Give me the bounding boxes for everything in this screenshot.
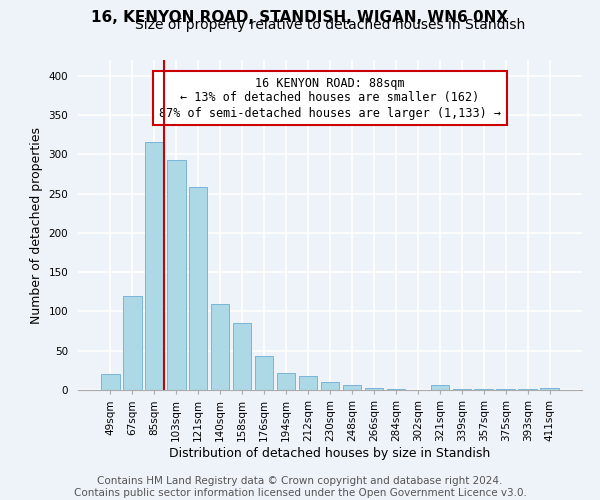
Bar: [255, 356, 274, 390]
Bar: [123, 296, 142, 390]
Bar: [541, 388, 559, 390]
Bar: [431, 384, 449, 390]
Bar: [475, 389, 493, 390]
Bar: [167, 160, 185, 390]
Bar: [518, 389, 537, 390]
Y-axis label: Number of detached properties: Number of detached properties: [30, 126, 43, 324]
Bar: [277, 372, 295, 390]
Bar: [496, 389, 515, 390]
Bar: [211, 304, 229, 390]
Bar: [145, 142, 164, 390]
Bar: [452, 389, 471, 390]
Bar: [386, 389, 405, 390]
Bar: [343, 384, 361, 390]
Bar: [233, 323, 251, 390]
X-axis label: Distribution of detached houses by size in Standish: Distribution of detached houses by size …: [169, 446, 491, 460]
Text: 16, KENYON ROAD, STANDISH, WIGAN, WN6 0NX: 16, KENYON ROAD, STANDISH, WIGAN, WN6 0N…: [91, 10, 509, 25]
Title: Size of property relative to detached houses in Standish: Size of property relative to detached ho…: [135, 18, 525, 32]
Bar: [299, 376, 317, 390]
Bar: [365, 388, 383, 390]
Text: Contains HM Land Registry data © Crown copyright and database right 2024.
Contai: Contains HM Land Registry data © Crown c…: [74, 476, 526, 498]
Bar: [101, 374, 119, 390]
Bar: [320, 382, 340, 390]
Bar: [189, 188, 208, 390]
Text: 16 KENYON ROAD: 88sqm
← 13% of detached houses are smaller (162)
87% of semi-det: 16 KENYON ROAD: 88sqm ← 13% of detached …: [159, 76, 501, 120]
